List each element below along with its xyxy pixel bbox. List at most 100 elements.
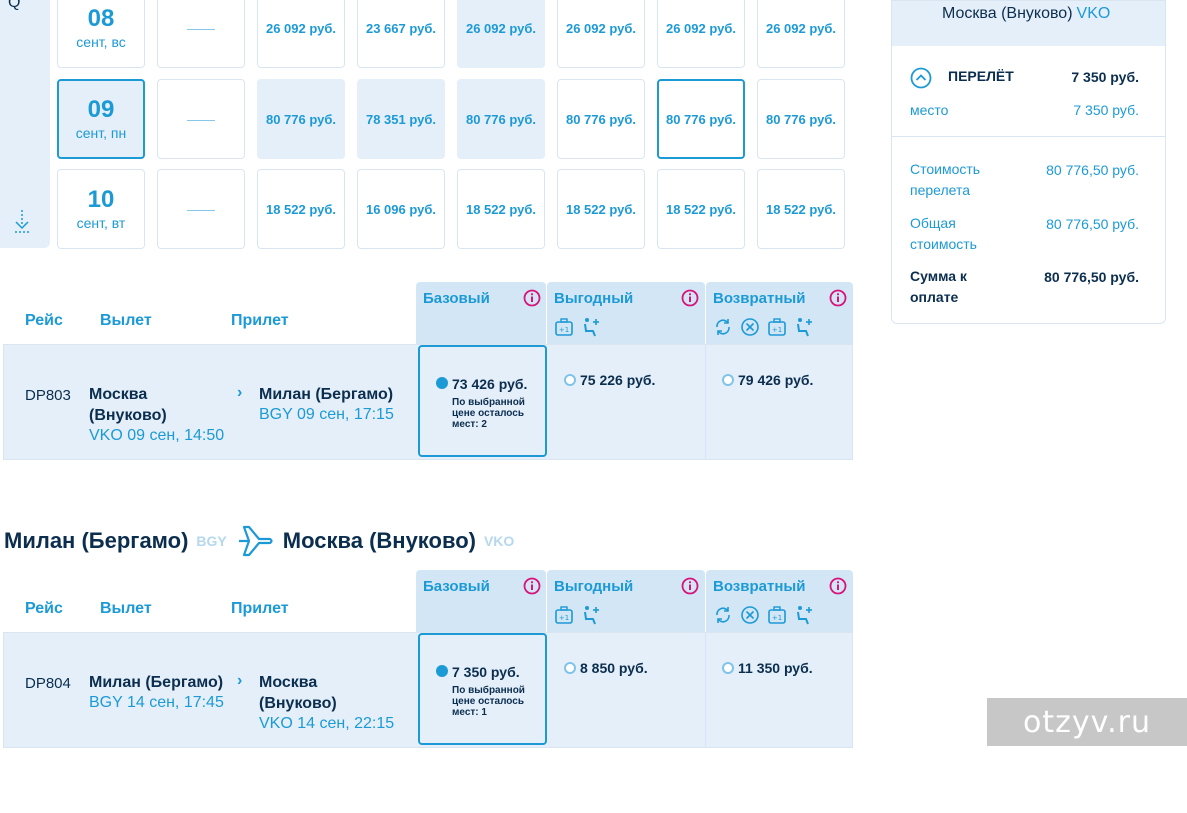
calendar-price-cell[interactable]: 18 522 руб. <box>657 169 745 249</box>
summary-route-city: Москва (Внуково) <box>942 5 1073 22</box>
info-icon[interactable] <box>681 289 699 307</box>
calendar-date-cell-selected[interactable]: 09 сент, пн <box>57 79 145 159</box>
col-header-departure: Вылет <box>100 600 152 617</box>
summary-pay-label-line: оплате <box>910 289 959 305</box>
summary-fare-cost-label: Стоимость перелета <box>910 159 980 201</box>
calendar-day: 09 <box>87 96 115 123</box>
calendar-date-cell[interactable]: 10 сент, вт <box>57 169 145 249</box>
calendar-price-cell[interactable]: 23 667 руб. <box>357 0 445 68</box>
fare-header-profit[interactable]: Выгодный +1 <box>547 570 705 633</box>
fare-name: Выгодный <box>554 578 634 595</box>
seats-left-line: мест: 1 <box>452 707 487 718</box>
fare-option-basic-selected[interactable]: 7 350 руб. По выбранной цене осталось ме… <box>418 633 547 745</box>
radio-icon[interactable] <box>722 662 734 674</box>
summary-seat-price: 7 350 руб. <box>1073 102 1139 118</box>
departure-city-line: Москва <box>89 386 148 403</box>
svg-text:+1: +1 <box>772 614 782 622</box>
calendar-price-cell[interactable]: 26 092 руб. <box>657 0 745 68</box>
radio-icon[interactable] <box>564 662 576 674</box>
calendar-price-cell[interactable]: 26 092 руб. <box>257 0 345 68</box>
calendar-price-cell[interactable]: 26 092 руб. <box>457 0 545 68</box>
calendar-price-cell[interactable]: 26 092 руб. <box>757 0 845 68</box>
calendar-price-cell[interactable]: 80 776 руб. <box>457 79 545 159</box>
fare-price-profit[interactable]: 8 850 руб. <box>580 660 648 676</box>
calendar-price-cell[interactable]: 18 522 руб. <box>557 169 645 249</box>
seats-left-note: По выбранной цене осталось мест: 2 <box>452 397 542 430</box>
fare-header-return[interactable]: Возвратный +1 <box>706 282 853 345</box>
arrival-time: BGY 09 сен, 17:15 <box>259 406 394 423</box>
info-icon[interactable] <box>829 289 847 307</box>
summary-total: 80 776,50 руб. <box>1046 216 1139 232</box>
summary-fare-cost: 80 776,50 руб. <box>1046 162 1139 178</box>
summary-fare-cost-label-line: Стоимость <box>910 161 981 177</box>
fare-header-profit[interactable]: Выгодный +1 <box>547 282 705 345</box>
radio-icon[interactable] <box>722 374 734 386</box>
info-icon[interactable] <box>681 577 699 595</box>
seat-plus-icon <box>584 318 599 337</box>
radio-icon[interactable] <box>564 374 576 386</box>
departure-city: Милан (Бергамо) <box>89 674 224 691</box>
fare-header-basic[interactable]: Базовый <box>416 570 546 633</box>
calendar-date-cell[interactable]: 08 сент, вс <box>57 0 145 68</box>
calendar-empty-cell: —— <box>157 169 245 249</box>
fare-price: 7 350 руб. <box>452 664 520 680</box>
calendar-price-cell[interactable]: 80 776 руб. <box>557 79 645 159</box>
summary-route: Москва (Внуково) VKO <box>942 5 1110 23</box>
info-icon[interactable] <box>523 577 541 595</box>
calendar-price-cell[interactable]: 78 351 руб. <box>357 79 445 159</box>
calendar-price-cell[interactable]: 18 522 руб. <box>257 169 345 249</box>
luggage-plus-icon: +1 <box>555 606 573 624</box>
fare-price-return[interactable]: 79 426 руб. <box>738 372 814 388</box>
summary-pay-label-line: Сумма к <box>910 268 967 284</box>
calendar-price-cell[interactable]: 18 522 руб. <box>757 169 845 249</box>
booking-summary-panel: Москва (Внуково) VKO ПЕРЕЛЁТ 7 350 руб. м… <box>891 0 1166 324</box>
cancel-circle-icon <box>741 606 759 624</box>
fare-option-basic-selected[interactable]: 73 426 руб. По выбранной цене осталось м… <box>418 345 547 457</box>
svg-text:+1: +1 <box>559 614 569 622</box>
calendar-price-cell[interactable]: 80 776 руб. <box>757 79 845 159</box>
info-icon[interactable] <box>523 289 541 307</box>
fare-price-return[interactable]: 11 350 руб. <box>738 660 813 676</box>
scroll-down-icon[interactable] <box>12 208 32 234</box>
summary-total-label: Общая стоимость <box>910 213 977 255</box>
fare-header-basic[interactable]: Базовый <box>416 282 546 345</box>
refresh-icon <box>716 319 730 335</box>
arrival-city-line: (Внуково) <box>259 695 337 712</box>
fare-header-return[interactable]: Возвратный +1 <box>706 570 853 633</box>
fare-name: Базовый <box>423 578 490 595</box>
route-to: Москва (Внуково) <box>282 528 476 553</box>
chevron-up-icon[interactable] <box>910 67 932 89</box>
col-header-flight: Рейс <box>25 600 63 617</box>
summary-flight-price: 7 350 руб. <box>1071 69 1139 85</box>
search-icon[interactable]: Q <box>8 0 21 11</box>
calendar-day: 10 <box>87 186 115 213</box>
arrival-city-line: Москва <box>259 674 318 691</box>
summary-total-label-line: стоимость <box>910 236 977 252</box>
summary-fare-cost-label-line: перелета <box>910 182 971 198</box>
radio-selected-icon <box>436 377 448 389</box>
svg-text:+1: +1 <box>559 326 569 334</box>
summary-route-code: VKO <box>1076 5 1111 22</box>
seats-left-line: мест: 2 <box>452 419 487 430</box>
flight-number: DP804 <box>25 675 71 692</box>
calendar-price-cell[interactable]: 18 522 руб. <box>457 169 545 249</box>
departure-time: BGY 14 сен, 17:45 <box>89 694 224 711</box>
summary-total-label-line: Общая <box>910 215 956 231</box>
calendar-price-cell[interactable]: 16 096 руб. <box>357 169 445 249</box>
calendar-price-cell-selected[interactable]: 80 776 руб. <box>657 79 745 159</box>
calendar-day: 08 <box>87 5 115 32</box>
fare-name: Выгодный <box>554 290 634 307</box>
calendar-price-cell[interactable]: 80 776 руб. <box>257 79 345 159</box>
info-icon[interactable] <box>829 577 847 595</box>
calendar-empty-cell: —— <box>157 79 245 159</box>
seat-plus-icon <box>797 606 812 625</box>
calendar-price-cell[interactable]: 26 092 руб. <box>557 0 645 68</box>
calendar-weekday: сент, вт <box>76 215 126 231</box>
summary-pay: 80 776,50 руб. <box>1044 269 1139 285</box>
plane-icon <box>238 525 273 557</box>
fare-features: +1 <box>553 316 602 338</box>
fare-price-profit[interactable]: 75 226 руб. <box>580 372 656 388</box>
route-to-code: VKO <box>483 533 515 549</box>
fare-separator <box>705 344 706 460</box>
route-from-code: BGY <box>196 533 227 549</box>
